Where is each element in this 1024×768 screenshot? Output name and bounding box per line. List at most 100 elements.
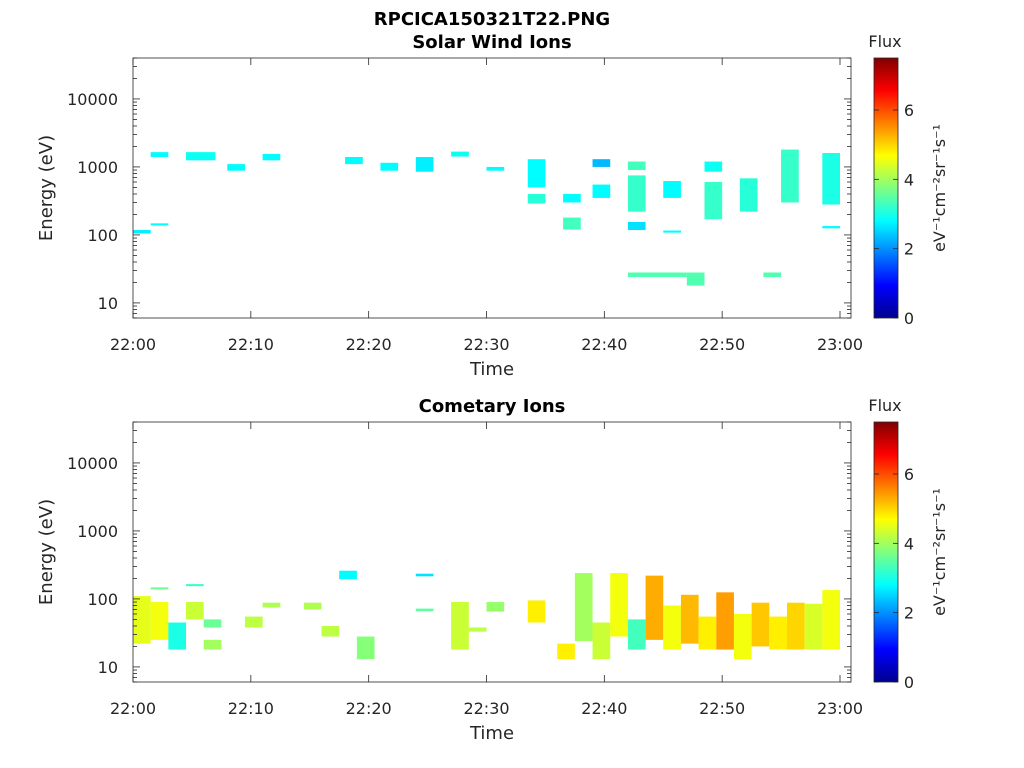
heatmap-cell bbox=[704, 161, 723, 172]
heatmap-cell bbox=[704, 182, 723, 220]
heatmap-cell bbox=[686, 272, 705, 286]
x-tick-label: 22:50 bbox=[699, 335, 745, 354]
heatmap-cell bbox=[610, 573, 628, 637]
heatmap-cell bbox=[557, 643, 575, 660]
heatmap-cell bbox=[822, 226, 840, 229]
heatmap-cell bbox=[663, 605, 681, 650]
heatmap-cell bbox=[356, 636, 375, 660]
plot-frame bbox=[132, 57, 852, 319]
heatmap-cell bbox=[303, 602, 322, 610]
colorbar bbox=[873, 57, 899, 319]
heatmap-cell bbox=[822, 153, 840, 205]
x-tick-label: 22:50 bbox=[699, 699, 745, 718]
x-tick-label: 22:00 bbox=[110, 699, 156, 718]
x-tick-label: 22:40 bbox=[581, 335, 627, 354]
heatmap-cell bbox=[186, 584, 204, 587]
heatmap-cell bbox=[262, 602, 281, 608]
heatmap-cell bbox=[321, 625, 340, 637]
heatmap-cell bbox=[133, 230, 151, 234]
heatmap-cell bbox=[451, 151, 469, 157]
heatmap-cell bbox=[133, 596, 151, 644]
x-axis-label: Time bbox=[469, 723, 514, 744]
colorbar-tick-label: 6 bbox=[904, 465, 914, 484]
heatmap-cell bbox=[451, 602, 469, 650]
heatmap-cell bbox=[203, 639, 222, 650]
heatmap-cell bbox=[486, 166, 505, 171]
heatmap-cell bbox=[680, 594, 699, 644]
heatmap-cell bbox=[627, 221, 646, 231]
y-tick-label: 10 bbox=[98, 658, 118, 677]
heatmap-cell bbox=[739, 178, 758, 212]
x-tick-label: 23:00 bbox=[817, 699, 863, 718]
y-tick-label: 10000 bbox=[67, 90, 118, 109]
figure-title: RPCICA150321T22.PNG bbox=[374, 9, 610, 30]
heatmap-cell bbox=[627, 619, 646, 650]
y-tick-label: 10000 bbox=[67, 454, 118, 473]
heatmap-cell bbox=[698, 616, 717, 650]
heatmap-cell bbox=[627, 161, 646, 171]
heatmap-cell bbox=[244, 616, 263, 628]
heatmap-cell bbox=[150, 152, 169, 157]
colorbar-label: eV⁻¹cm⁻²sr⁻¹s⁻¹ bbox=[930, 124, 949, 252]
colorbar-tick-label: 6 bbox=[904, 101, 914, 120]
heatmap-cell bbox=[781, 149, 799, 203]
heatmap-cell bbox=[486, 602, 505, 612]
colorbar-tick-label: 2 bbox=[904, 240, 914, 259]
x-tick-label: 22:10 bbox=[228, 699, 274, 718]
heatmap-cell bbox=[763, 272, 782, 278]
heatmap-cell bbox=[527, 159, 546, 188]
heatmap-cell bbox=[186, 602, 204, 620]
y-tick-label: 100 bbox=[87, 226, 118, 245]
heatmap-cell bbox=[751, 602, 770, 647]
chart-panel-1: Solar Wind Ions 22:00 22:10 22:20 22:30 22:40… bbox=[36, 32, 949, 380]
heatmap-cell bbox=[804, 603, 823, 650]
colorbar-tick-label: 0 bbox=[904, 673, 914, 692]
colorbar-tick-label: 0 bbox=[904, 309, 914, 328]
heatmap-cell bbox=[527, 193, 546, 204]
x-tick-label: 23:00 bbox=[817, 335, 863, 354]
colorbar-tick-label: 2 bbox=[904, 604, 914, 623]
heatmap-cell bbox=[527, 600, 546, 623]
heatmap-cell bbox=[592, 184, 611, 198]
colorbar-label: eV⁻¹cm⁻²sr⁻¹s⁻¹ bbox=[930, 488, 949, 616]
x-axis-label: Time bbox=[469, 359, 514, 380]
heatmap-cell bbox=[415, 573, 434, 577]
y-tick-label: 10 bbox=[98, 294, 118, 313]
heatmap-cell bbox=[339, 570, 357, 580]
colorbar-title: Flux bbox=[868, 32, 901, 51]
heatmap-cell bbox=[663, 230, 681, 233]
y-axis-label: Energy (eV) bbox=[36, 135, 57, 241]
heatmap-cell bbox=[203, 619, 222, 628]
heatmap-cell bbox=[786, 602, 805, 650]
y-tick-label: 1000 bbox=[77, 522, 118, 541]
colorbar-tick-label: 4 bbox=[904, 534, 914, 553]
x-tick-label: 22:00 bbox=[110, 335, 156, 354]
x-tick-label: 22:20 bbox=[346, 335, 392, 354]
x-tick-label: 22:30 bbox=[463, 699, 509, 718]
colorbar-tick-label: 4 bbox=[904, 170, 914, 189]
y-tick-label: 1000 bbox=[77, 158, 118, 177]
heatmap-cell bbox=[150, 602, 169, 640]
plot-title: Solar Wind Ions bbox=[412, 32, 571, 53]
heatmap-cell bbox=[262, 153, 281, 161]
heatmap-cell bbox=[592, 622, 611, 660]
heatmap-cell bbox=[627, 175, 646, 212]
x-tick-label: 22:10 bbox=[228, 335, 274, 354]
heatmap-cell bbox=[468, 627, 487, 632]
x-tick-label: 22:20 bbox=[346, 699, 392, 718]
heatmap-cell bbox=[563, 217, 581, 230]
heatmap-cell bbox=[574, 573, 593, 642]
heatmap-cell bbox=[627, 272, 687, 278]
heatmap-cell bbox=[150, 223, 169, 226]
plot-frame bbox=[132, 421, 852, 683]
plot-title: Cometary Ions bbox=[419, 396, 566, 417]
heatmap-cell bbox=[415, 156, 434, 172]
x-tick-label: 22:40 bbox=[581, 699, 627, 718]
heatmap-cell bbox=[822, 590, 840, 650]
heatmap-cell bbox=[380, 162, 399, 171]
heatmap-cell bbox=[563, 193, 581, 203]
heatmap-cell bbox=[663, 181, 681, 198]
heatmap-cell bbox=[168, 622, 187, 650]
